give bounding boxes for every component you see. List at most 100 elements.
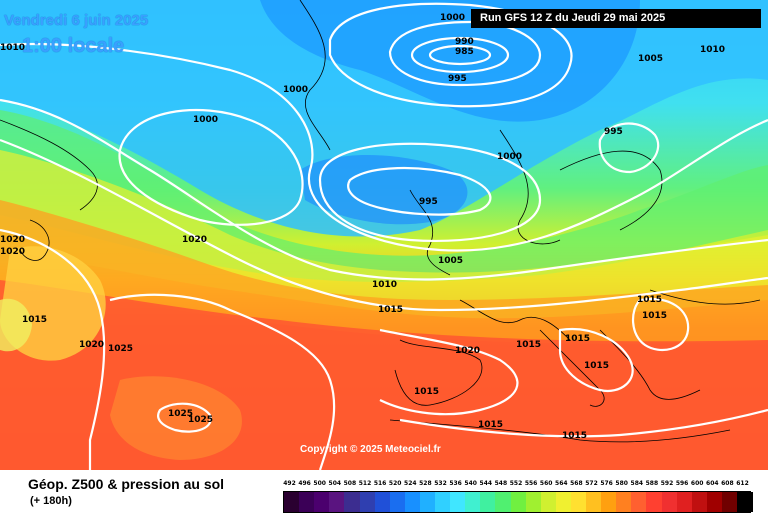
legend-value: 564: [555, 480, 568, 487]
isobar-labels: 1000 990 985 995 1010 1005 1010 1000 100…: [0, 13, 725, 441]
legend-value: 572: [585, 480, 598, 487]
legend-value: 552: [509, 480, 523, 487]
isobar-label: 1010: [700, 45, 725, 55]
isobar-label: 1025: [108, 344, 133, 354]
isobar-label: 1020: [455, 346, 480, 356]
legend-value: 508: [343, 480, 357, 487]
isobar-1005: [0, 42, 768, 252]
legend-swatch: [344, 492, 360, 512]
legend-swatch: [465, 492, 481, 512]
z500-zone-high-core: [0, 298, 32, 352]
weather-map: 1000 990 985 995 1010 1005 1010 1000 100…: [0, 0, 768, 470]
isobar-label: 995: [604, 127, 623, 137]
legend-value: 576: [600, 480, 613, 487]
isobar-label: 1015: [565, 334, 590, 344]
coastline-france: [459, 299, 571, 341]
isobar-1000-central: [318, 142, 542, 243]
legend-swatch: [419, 492, 436, 512]
legend-swatch: [601, 492, 617, 512]
isobar-1015-iberia: [379, 328, 519, 416]
legend-swatch: [737, 492, 753, 512]
legend-value: 540: [464, 480, 477, 487]
coastline-balkans: [599, 329, 701, 400]
isobar-label: 1020: [0, 235, 25, 245]
coastline-baltic: [559, 150, 663, 231]
legend-swatch: [450, 492, 466, 512]
isobar-label: 1000: [283, 85, 308, 95]
isobar-label: 1015: [378, 305, 403, 315]
legend-swatch: [359, 492, 376, 512]
z500-zone-secondary-low: [300, 155, 468, 225]
legend-value: 492: [283, 480, 296, 487]
isobar-label: 1000: [497, 152, 522, 162]
isobar-985: [428, 44, 492, 66]
legend-swatch: [404, 492, 421, 512]
legend-value: 512: [358, 480, 372, 487]
isobar-label: 1025: [188, 415, 213, 425]
isobar-label: 1015: [414, 387, 439, 397]
isobar-label: 990: [455, 37, 474, 47]
map-canvas: 1000 990 985 995 1010 1005 1010 1000 100…: [0, 0, 768, 470]
model-run-banner: Run GFS 12 Z du Jeudi 29 mai 2025: [471, 9, 761, 28]
coastlines: [0, 0, 761, 443]
legend-swatch: [495, 492, 511, 512]
legend-swatch: [555, 492, 572, 512]
isobar-1025-azores: [157, 402, 212, 433]
isobar-label: 1020: [79, 340, 104, 350]
legend-swatch: [631, 492, 647, 512]
legend-value: 580: [615, 480, 628, 487]
isobar-995-east: [598, 122, 660, 174]
isobar-995-central: [347, 166, 492, 216]
legend-swatch: [706, 492, 723, 512]
isobar-label: 1015: [584, 361, 609, 371]
legend-value: 568: [570, 480, 583, 487]
isobar-label: 1000: [440, 13, 465, 23]
legend-value: 528: [419, 480, 432, 487]
legend-swatch: [314, 492, 330, 512]
isobar-label: 1020: [0, 247, 25, 257]
forecast-date: Vendredi 6 juin 2025: [4, 12, 149, 29]
isobar-label: 985: [455, 47, 474, 57]
coastline-newfoundland: [19, 219, 50, 261]
isobars: [0, 2, 768, 470]
legend-value: 600: [690, 480, 704, 487]
coastline-canada: [0, 119, 98, 211]
coastline-iberia: [394, 339, 483, 406]
isobar-label: 1015: [562, 431, 587, 441]
legend-swatch: [480, 492, 496, 512]
legend-value: 544: [479, 480, 493, 487]
legend-value: 524: [404, 480, 417, 487]
isobar-label: 1010: [0, 43, 25, 53]
isobar-1010: [0, 98, 768, 281]
coastline-britain: [409, 189, 451, 276]
legend-value: 548: [494, 480, 508, 487]
legend-value: 560: [539, 480, 553, 487]
isobar-1000-west: [118, 108, 304, 226]
map-title: Géop. Z500 & pression au sol: [28, 476, 225, 492]
legend-value: 596: [675, 480, 689, 487]
legend-value: 584: [630, 480, 644, 487]
legend-swatch: [284, 492, 300, 512]
legend-value: 500: [313, 480, 326, 487]
legend-bar: [283, 491, 753, 513]
legend-value: 504: [328, 480, 342, 487]
isobar-label: 1015: [642, 311, 667, 321]
isobar-990: [410, 36, 510, 74]
isobar-label: 1015: [22, 315, 47, 325]
legend-swatch: [676, 492, 693, 512]
isobar-1020-west: [0, 228, 106, 470]
isobar-label: 995: [419, 197, 438, 207]
legend-swatch: [586, 492, 602, 512]
isobar-label: 1025: [168, 409, 193, 419]
legend-swatch: [299, 492, 315, 512]
color-scale-legend: 492 496 500 504 508 512 516 520 524 528 532 536 540 5…: [283, 480, 753, 513]
isobar-label: 995: [448, 74, 467, 84]
legend-value: 588: [645, 480, 659, 487]
legend-value: 516: [373, 480, 387, 487]
legend-value: 556: [524, 480, 538, 487]
legend-swatch: [435, 492, 451, 512]
forecast-range: (+ 180h): [30, 495, 72, 507]
coastline-north-africa: [389, 419, 731, 443]
legend-labels: 492 496 500 504 508 512 516 520 524 528 532 536 540 5…: [283, 480, 751, 488]
isobar-1000-north: [328, 2, 573, 108]
